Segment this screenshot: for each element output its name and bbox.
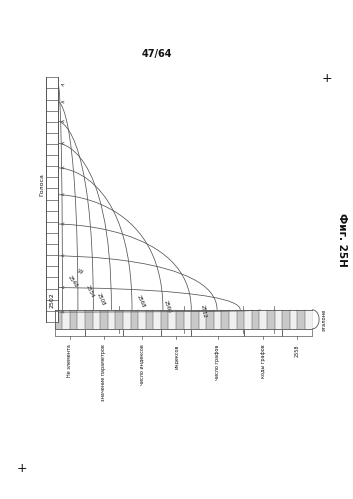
Bar — [176, 310, 184, 329]
Text: индексов: индексов — [173, 344, 179, 369]
Bar — [252, 310, 259, 329]
Bar — [168, 310, 176, 329]
Text: 2548: 2548 — [66, 275, 78, 289]
Bar — [191, 310, 199, 329]
Text: 2558: 2558 — [295, 344, 300, 357]
Text: коды графов: коды графов — [261, 344, 266, 378]
Bar — [305, 310, 312, 329]
Bar — [70, 310, 77, 329]
Text: 2502: 2502 — [49, 292, 54, 308]
Text: 2554: 2554 — [85, 285, 95, 299]
Text: Голоса: Голоса — [39, 173, 44, 196]
Bar — [55, 310, 62, 329]
Bar — [46, 77, 58, 322]
Text: +: + — [17, 462, 27, 475]
Bar — [297, 310, 305, 329]
Bar — [138, 310, 146, 329]
Bar — [229, 310, 237, 329]
Text: 47/64: 47/64 — [142, 49, 172, 59]
Bar — [237, 310, 244, 329]
Text: значение параметров: значение параметров — [101, 344, 107, 401]
Text: 2560: 2560 — [163, 300, 172, 314]
Bar — [153, 310, 161, 329]
Bar — [92, 310, 100, 329]
Bar — [100, 310, 108, 329]
Bar — [85, 310, 92, 329]
Bar — [108, 310, 115, 329]
Text: эталоне: эталоне — [322, 308, 327, 330]
Bar — [115, 310, 123, 329]
Bar — [244, 310, 252, 329]
Text: число графов: число графов — [215, 344, 220, 380]
Text: W: W — [76, 268, 83, 275]
Text: число индексов: число индексов — [139, 344, 144, 385]
Text: Не элемента: Не элемента — [67, 344, 72, 377]
Text: +: + — [321, 72, 332, 85]
Bar — [206, 310, 214, 329]
Text: 2568: 2568 — [136, 295, 146, 309]
Bar — [221, 310, 229, 329]
Bar — [275, 310, 282, 329]
Bar — [62, 310, 70, 329]
Bar — [267, 310, 275, 329]
Bar — [214, 310, 221, 329]
Bar — [199, 310, 206, 329]
Bar — [123, 310, 131, 329]
Bar — [146, 310, 153, 329]
Bar — [259, 310, 267, 329]
Text: Фиг. 25H: Фиг. 25H — [337, 213, 347, 266]
Bar — [282, 310, 290, 329]
Text: 2512: 2512 — [199, 305, 207, 319]
Bar — [184, 310, 191, 329]
Bar — [131, 310, 138, 329]
Bar — [161, 310, 168, 329]
Text: 2508: 2508 — [96, 292, 106, 306]
Bar — [290, 310, 297, 329]
Bar — [77, 310, 85, 329]
